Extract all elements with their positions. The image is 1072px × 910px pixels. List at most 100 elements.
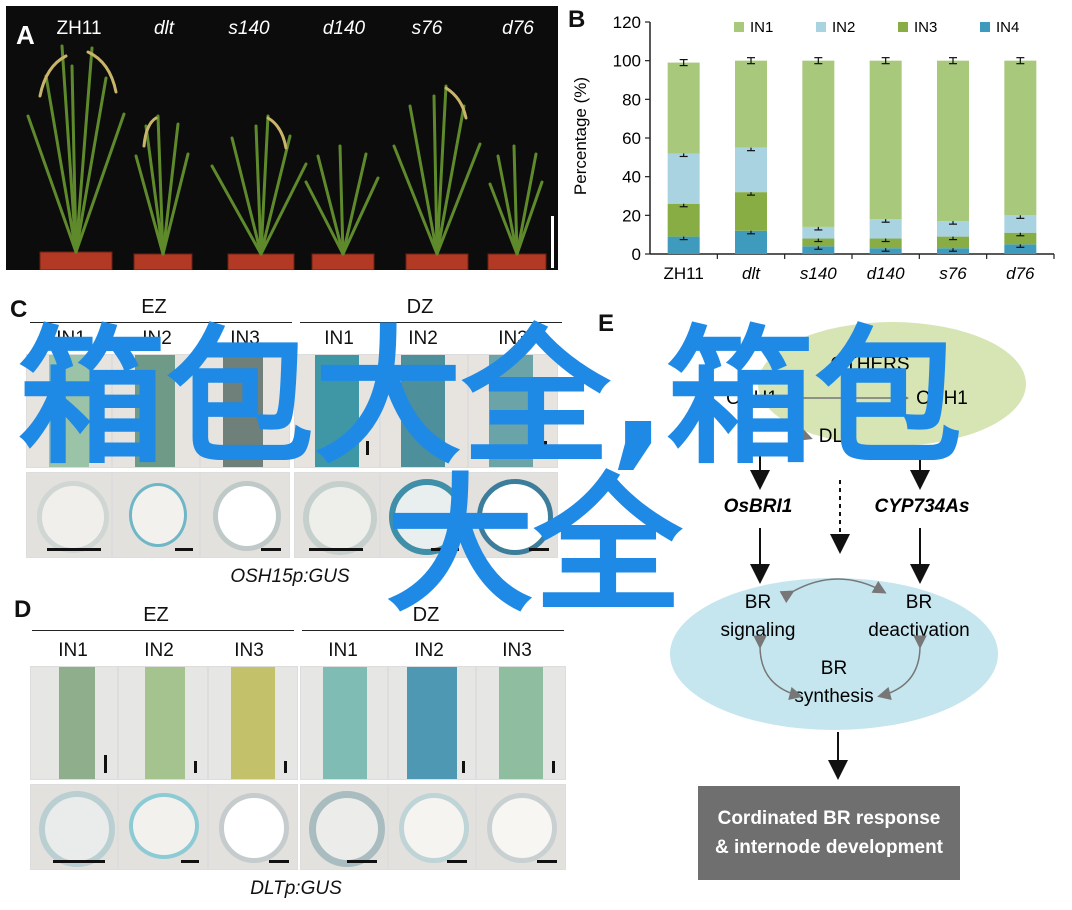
y-tick-label: 80 xyxy=(622,90,641,109)
cross-section-image xyxy=(380,472,468,558)
bar-segment-in1 xyxy=(1004,60,1037,216)
internode-label: IN1 xyxy=(56,328,86,349)
stem-image xyxy=(200,354,290,468)
bar-segment-in3 xyxy=(802,238,835,247)
cross-section-image xyxy=(300,784,388,870)
x-tick-label: ZH11 xyxy=(664,264,704,283)
y-tick-label: 0 xyxy=(632,245,641,264)
panel-a-letter: A xyxy=(16,20,35,50)
stem-image xyxy=(26,354,112,468)
group-label-ez: EZ xyxy=(141,296,167,318)
legend-swatch xyxy=(980,22,990,32)
legend-label: IN3 xyxy=(914,19,937,36)
genotype-label: d140 xyxy=(322,18,366,39)
x-tick-label: s76 xyxy=(939,264,967,283)
cross-section-image xyxy=(200,472,290,558)
y-tick-label: 40 xyxy=(622,168,641,187)
bar-segment-in1 xyxy=(667,62,700,154)
legend-label: IN2 xyxy=(832,19,855,36)
bar-segment-in4 xyxy=(667,236,700,254)
internode-percentage-chart: 0 20 40 60 80 100 120 ZH11 dlt s140 d140 s76 d76 IN1… xyxy=(571,13,1055,283)
genotype-label: d76 xyxy=(502,18,534,39)
cross-section-image xyxy=(30,784,118,870)
ez-bracket xyxy=(32,630,294,631)
panel-c-caption: OSH15p:GUS xyxy=(230,566,350,587)
x-tick-label: s140 xyxy=(800,264,837,283)
chart-y-axis-label: Percentage (%) xyxy=(571,77,590,195)
br-pathway-oval xyxy=(670,578,998,730)
panel-b-letter: B xyxy=(568,6,586,33)
br-signaling-label: signaling xyxy=(721,620,796,641)
cross-section-image xyxy=(294,472,380,558)
bar-segment-in3 xyxy=(937,236,969,249)
bar-segment-in1 xyxy=(869,60,902,220)
genotype-label: s76 xyxy=(411,18,443,39)
legend-label: IN1 xyxy=(750,19,773,36)
group-label-dz: DZ xyxy=(406,296,434,318)
internode-label: IN3 xyxy=(234,640,264,661)
internode-label: IN1 xyxy=(324,328,354,349)
cross-section-image xyxy=(208,784,298,870)
legend-swatch xyxy=(898,22,908,32)
watermark-text: 箱包大全,箱包 xyxy=(18,312,963,484)
stem-image xyxy=(112,354,200,468)
oval-label-dlt: DLT xyxy=(819,426,854,447)
watermark-text: 大全 xyxy=(386,460,682,632)
response-line: & internode development xyxy=(714,837,944,858)
bar-segment-in4 xyxy=(1004,244,1037,254)
internode-label: IN2 xyxy=(142,328,172,349)
internode-label: IN3 xyxy=(230,328,260,349)
panel-d-letter: D xyxy=(14,596,32,623)
bar-segment-in2 xyxy=(937,221,969,237)
stem-image xyxy=(388,666,476,780)
stem-image xyxy=(118,666,208,780)
y-tick-label: 20 xyxy=(622,206,641,225)
internode-label: IN3 xyxy=(502,640,532,661)
br-synthesis-label: synthesis xyxy=(794,686,873,707)
stem-image xyxy=(294,354,380,468)
genotype-label: s140 xyxy=(228,18,270,39)
y-tick-label: 100 xyxy=(613,52,641,71)
regulator-oval xyxy=(758,322,1026,446)
oval-label-others: OTHERS xyxy=(830,354,909,375)
bar-segment-in3 xyxy=(869,238,902,249)
group-label-dz: DZ xyxy=(412,604,440,626)
genotype-label: ZH11 xyxy=(56,18,102,39)
internode-label: IN1 xyxy=(328,640,358,661)
oval-label-osh1: OSH1 xyxy=(916,388,968,409)
bar-segment-in2 xyxy=(802,226,835,239)
panel-e-model-diagram: OTHERS OSH1 OSH1 DLT OsBRI1 CYP734As BR … xyxy=(660,300,1070,900)
dz-bracket xyxy=(300,322,562,323)
panel-a-plant-photo: A ZH11 dlt s140 d140 s76 d76 xyxy=(6,6,558,270)
response-box: Cordinated BR response & internode devel… xyxy=(698,786,960,880)
x-tick-label: dlt xyxy=(742,264,761,283)
cross-section-image xyxy=(468,472,558,558)
br-deactivation-label: deactivation xyxy=(868,620,969,641)
cross-section-image xyxy=(112,472,200,558)
br-signaling-label: BR xyxy=(745,592,771,613)
cross-section-image xyxy=(388,784,476,870)
cross-section-image xyxy=(26,472,112,558)
stem-image xyxy=(208,666,298,780)
internode-label: IN1 xyxy=(58,640,88,661)
bar-segment-in3 xyxy=(1004,232,1037,245)
panel-e-letter: E xyxy=(598,310,615,337)
stem-image xyxy=(380,354,468,468)
gene-label-cyp734as: CYP734As xyxy=(874,496,969,517)
legend-swatch xyxy=(816,22,826,32)
genotype-label: dlt xyxy=(153,18,175,39)
stem-image xyxy=(476,666,566,780)
panel-d-caption: DLTp:GUS xyxy=(250,878,342,899)
y-tick-label: 60 xyxy=(622,129,641,148)
bar-segment-in2 xyxy=(667,153,700,204)
bar-segment-in1 xyxy=(802,60,835,227)
legend-label: IN4 xyxy=(996,19,1019,36)
x-tick-label: d76 xyxy=(1006,264,1035,283)
dz-bracket xyxy=(302,630,564,631)
bar-segment-in2 xyxy=(869,219,902,239)
bar-segment-in1 xyxy=(937,60,969,222)
ez-bracket xyxy=(30,322,292,323)
internode-label: IN2 xyxy=(414,640,444,661)
stem-image xyxy=(468,354,558,468)
bar-segment-in2 xyxy=(1004,215,1037,233)
